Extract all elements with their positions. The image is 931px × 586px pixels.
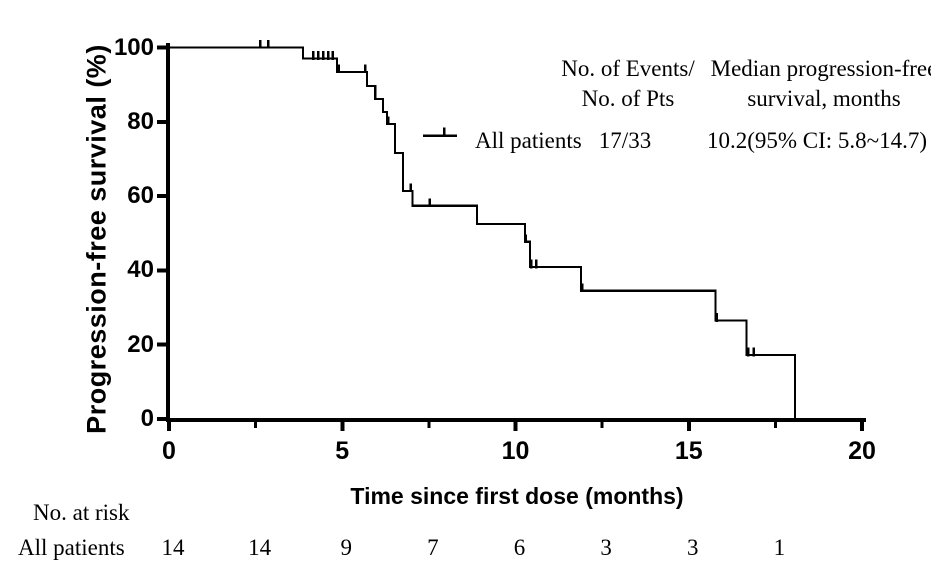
events-column-header: No. of Events/ No. of Pts bbox=[561, 54, 695, 114]
at-risk-count: 1 bbox=[773, 535, 786, 560]
median-value: 10.2(95% CI: 5.8~14.7) bbox=[706, 128, 928, 153]
y-tick-label: 80 bbox=[127, 107, 154, 135]
y-tick-label: 40 bbox=[127, 256, 154, 284]
y-tick-label: 60 bbox=[127, 182, 154, 210]
x-tick-label: 0 bbox=[162, 437, 176, 465]
x-tick-label: 15 bbox=[674, 437, 703, 465]
at-risk-count: 6 bbox=[513, 535, 526, 560]
legend-series-label: All patients bbox=[475, 128, 582, 153]
at-risk-count: 3 bbox=[600, 535, 612, 560]
y-tick-label: 20 bbox=[127, 330, 154, 358]
x-tick-label: 5 bbox=[335, 437, 350, 465]
median-column-header-line1: Median progression-free bbox=[710, 56, 931, 81]
at-risk-count: 14 bbox=[161, 535, 185, 560]
events-column-header-line1: No. of Events/ bbox=[561, 56, 695, 81]
at-risk-header: No. at risk bbox=[33, 500, 130, 525]
at-risk-count: 9 bbox=[340, 535, 353, 560]
km-step-curve bbox=[169, 46, 797, 419]
x-tick-label: 20 bbox=[848, 437, 876, 465]
x-tick-label: 10 bbox=[501, 437, 530, 465]
median-column-header-line2: survival, months bbox=[747, 86, 901, 111]
at-risk-count: 7 bbox=[427, 535, 439, 560]
y-axis-title: Progression-free survival (%) bbox=[81, 44, 112, 434]
events-value: 17/33 bbox=[598, 128, 652, 153]
x-axis-title: Time since first dose (months) bbox=[350, 483, 684, 509]
y-tick-label: 100 bbox=[113, 33, 154, 61]
median-column-header: Median progression-free survival, months bbox=[711, 54, 931, 114]
y-tick-label: 0 bbox=[140, 405, 154, 432]
events-column-header-line2: No. of Pts bbox=[581, 86, 675, 111]
at-risk-row-label: All patients bbox=[18, 535, 125, 560]
at-risk-count: 3 bbox=[687, 535, 699, 560]
at-risk-count: 14 bbox=[248, 535, 272, 560]
